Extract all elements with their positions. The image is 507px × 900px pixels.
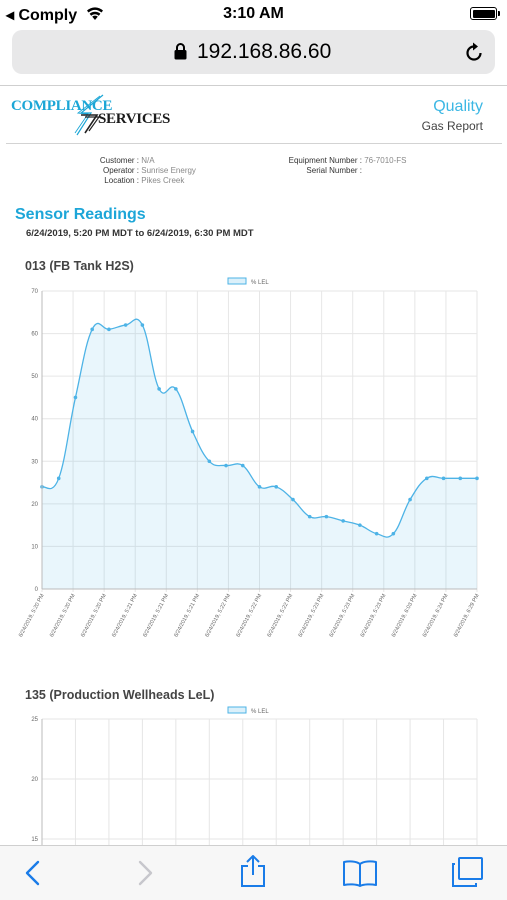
address-bar[interactable]: 192.168.86.60 [12,30,495,74]
chart-production-wellheads: 15 20 25 % LEL [31,706,478,845]
legend-swatch [227,706,247,714]
reload-icon[interactable] [463,41,485,63]
browser-divider [0,85,507,86]
data-point [73,395,78,400]
customer-info: Customer : N/A Operator : Sunrise Energy… [26,156,196,186]
x-tick-label: 6/24/2019, 5:20 PM [18,593,46,639]
legend-swatch [227,277,247,285]
data-point [441,476,446,481]
data-point [174,387,178,391]
x-tick-label: 6/24/2019, 6:03 PM [391,593,419,639]
x-tick-label: 6/24/2019, 6:24 PM [422,593,450,639]
x-tick-label: 6/24/2019, 5:20 PM [80,593,108,639]
data-point [107,327,111,332]
customer-label: Customer : [99,156,139,165]
legend-label: % LEL [251,709,269,715]
x-tick-label: 6/24/2019, 5:22 PM [235,593,263,639]
y-tick-label: 40 [31,417,38,423]
data-point [358,523,362,527]
clock: 3:10 AM [223,5,284,22]
x-tick-label: 6/24/2019, 5:23 PM [298,593,326,639]
x-tick-label: 6/24/2019, 5:21 PM [111,593,139,639]
data-point [274,485,279,489]
logo-swoosh-icon [74,94,104,136]
logo-text-compliance: COMPLIANCE [11,98,113,114]
browser-toolbar [0,845,507,900]
data-point [240,463,245,468]
header-divider [6,143,502,144]
y-tick-label: 20 [31,777,38,783]
data-point [374,531,379,536]
series-area [42,319,477,589]
chart-title-135: 135 (Production Wellheads LeL) [25,688,215,702]
data-point [391,531,396,536]
data-point [324,514,329,519]
x-tick-label: 6/24/2019, 6:29 PM [453,593,481,639]
report-name: Gas Report [421,119,483,133]
date-range: 6/24/2019, 5:20 PM MDT to 6/24/2019, 6:3… [26,228,254,239]
data-point [341,519,345,523]
customer-value: N/A [141,156,155,165]
data-point [475,476,479,481]
y-tick-label: 20 [31,502,38,508]
tabs-icon[interactable] [450,856,484,888]
equipment-number-value: 76-7010-FS [364,156,407,165]
data-point [408,497,412,502]
data-point [425,476,429,481]
y-tick-label: 0 [35,587,39,593]
url-text[interactable]: 192.168.86.60 [197,40,332,63]
back-arrow-icon[interactable] [18,858,48,888]
x-tick-label: 6/24/2019, 5:21 PM [173,593,201,639]
bookmarks-icon[interactable] [342,858,378,888]
x-tick-label: 6/24/2019, 5:21 PM [142,593,170,639]
data-point [90,327,94,332]
data-point [207,459,212,464]
back-to-app-link[interactable]: ◂ Comply [6,7,78,24]
data-point [257,485,262,489]
wifi-icon [87,7,103,20]
data-point [123,323,128,327]
location-value: Pikes Creek [141,176,185,185]
data-point [140,323,145,327]
report-type: Quality [433,98,483,115]
logo-text-services: SERVICES [98,111,171,127]
x-tick-label: 6/24/2019, 5:20 PM [49,593,77,639]
x-tick-label: 6/24/2019, 5:22 PM [204,593,232,639]
share-icon[interactable] [237,854,269,888]
data-point [157,387,161,391]
serial-number-label: Serial Number : [306,166,362,175]
data-point [224,463,228,468]
data-point [291,497,295,502]
x-tick-label: 6/24/2019, 5:23 PM [360,593,388,639]
x-tick-label: 6/24/2019, 5:23 PM [329,593,357,639]
company-logo: COMPLIANCE SERVICES [11,93,176,137]
forward-arrow-icon[interactable] [130,858,160,888]
y-tick-label: 10 [31,544,38,550]
data-point [190,429,195,434]
data-point [56,476,61,481]
y-tick-label: 30 [31,459,38,465]
status-bar: ◂ Comply 3:10 AM [0,0,507,28]
chart-title-013: 013 (FB Tank H2S) [25,259,134,273]
y-tick-label: 50 [31,374,38,380]
y-tick-label: 70 [31,289,38,295]
lock-icon [174,43,187,60]
equipment-number-label: Equipment Number : [288,156,362,165]
data-point [307,514,312,519]
operator-value: Sunrise Energy [141,166,196,175]
y-tick-label: 25 [31,717,38,723]
legend-label: % LEL [251,280,269,286]
data-point [458,476,463,481]
battery-icon [470,7,500,20]
section-title: Sensor Readings [15,206,146,223]
x-tick-label: 6/24/2019, 5:22 PM [266,593,294,639]
operator-label: Operator : [102,166,139,175]
equipment-info: Equipment Number : 76-7010-FS Serial Num… [286,156,407,176]
y-tick-label: 15 [31,837,38,843]
y-tick-label: 60 [31,332,38,338]
location-label: Location : [104,176,139,185]
